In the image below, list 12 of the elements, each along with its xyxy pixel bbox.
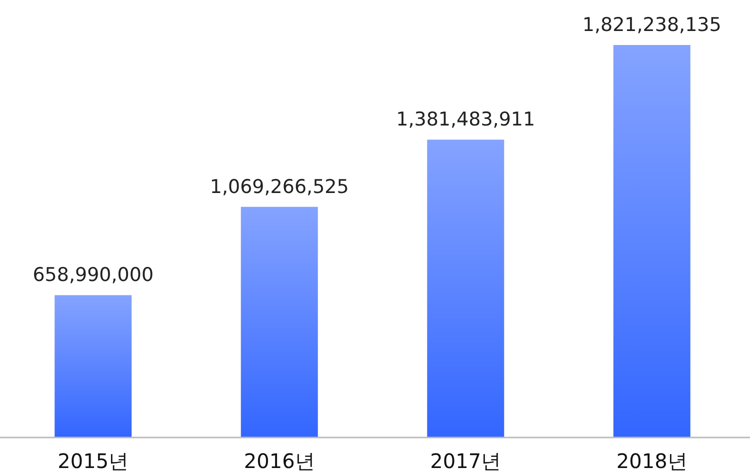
data-label: 1,381,483,911 [396, 108, 536, 131]
data-label: 658,990,000 [32, 264, 154, 286]
bar [427, 140, 504, 437]
x-tick-label: 2018년 [616, 449, 688, 473]
bar [613, 45, 690, 437]
x-tick-label: 2016년 [244, 449, 315, 473]
data-label: 1,069,266,525 [210, 176, 349, 198]
x-tick-label: 2015년 [58, 449, 129, 473]
bar [54, 295, 132, 437]
x-tick-label: 2017년 [430, 449, 502, 473]
bar [240, 206, 318, 437]
data-label: 1,821,238,135 [582, 14, 722, 36]
